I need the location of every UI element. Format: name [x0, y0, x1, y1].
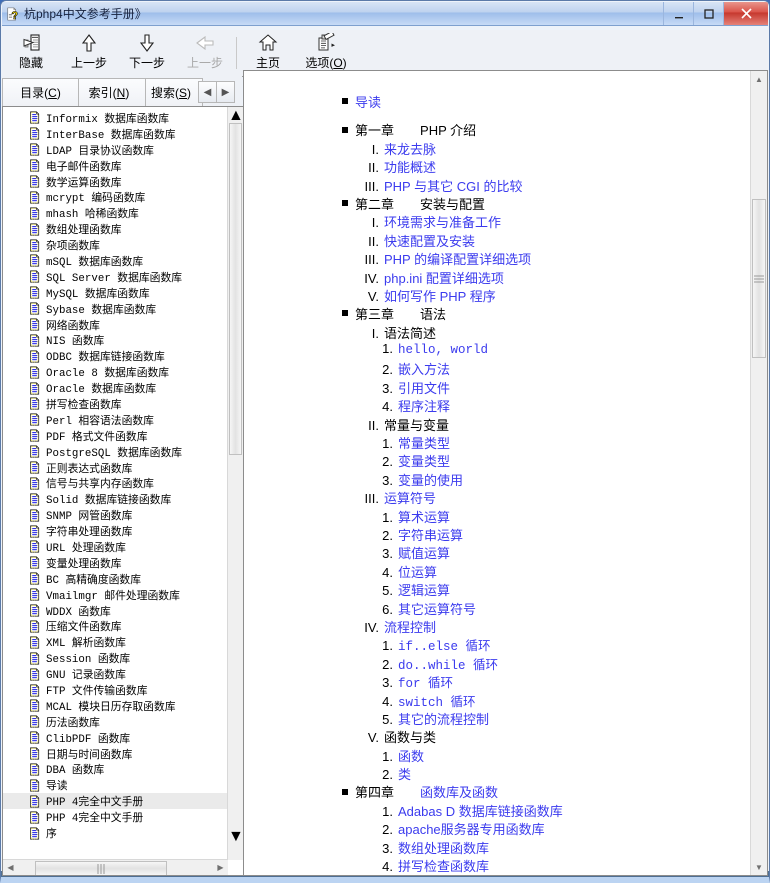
- svg-text:?: ?: [11, 9, 18, 20]
